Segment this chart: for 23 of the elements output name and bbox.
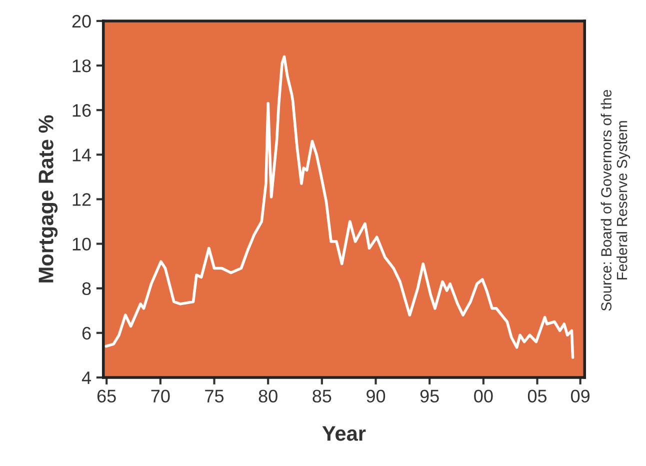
- y-tick-label: 8: [82, 282, 91, 296]
- y-tick-label: 4: [82, 372, 92, 384]
- x-tick-label: 85: [312, 390, 332, 403]
- y-tick-label: 10: [72, 238, 91, 250]
- x-tick-label: 65: [97, 390, 116, 403]
- y-axis-title: Mortgage Rate %: [38, 115, 58, 282]
- x-tick-label: 00: [474, 390, 493, 403]
- y-tick-label: 12: [72, 193, 91, 206]
- x-tick-label: 05: [528, 390, 547, 403]
- x-axis-title: Year: [322, 426, 366, 441]
- y-tick-label: 16: [72, 104, 91, 117]
- x-tick-label: 09: [570, 390, 590, 403]
- y-tick-label: 20: [72, 14, 91, 28]
- line-series: [104, 55, 574, 359]
- x-tick-label: 95: [420, 390, 439, 403]
- x-tick-label: 90: [366, 390, 386, 403]
- source-note: Source: Board of Governors of the Federal Reserve System: [600, 90, 630, 311]
- y-tick-label: 6: [82, 326, 91, 340]
- x-tick-label: 70: [151, 390, 170, 403]
- x-tick-label: 75: [205, 390, 224, 403]
- y-tick-label: 18: [72, 59, 91, 72]
- y-tick-label: 14: [72, 148, 92, 162]
- x-tick-label: 80: [258, 390, 278, 403]
